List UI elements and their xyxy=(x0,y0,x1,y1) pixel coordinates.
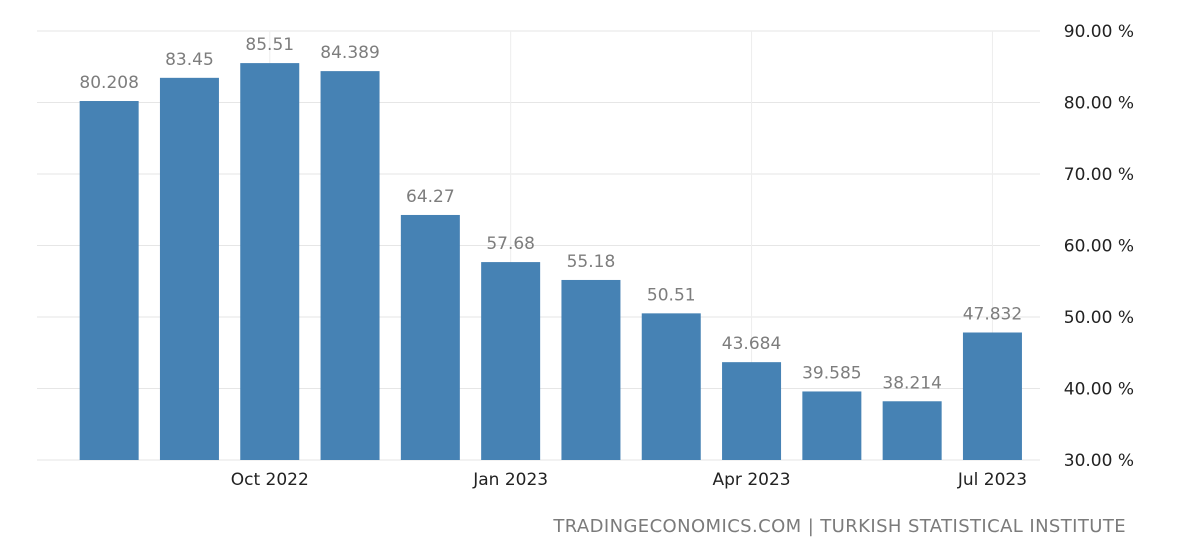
bar-oct-2022[interactable] xyxy=(240,63,300,460)
y-tick-label: 30.00 % xyxy=(1064,451,1134,471)
bar-value-label: 43.684 xyxy=(722,334,781,354)
x-tick-label: Jul 2023 xyxy=(957,470,1027,490)
bar-value-label: 85.51 xyxy=(245,35,294,55)
y-tick-label: 60.00 % xyxy=(1064,237,1134,257)
bar-value-label: 38.214 xyxy=(882,373,941,393)
bar-apr-2023[interactable] xyxy=(722,362,782,460)
bar-value-label: 64.27 xyxy=(406,187,455,207)
bar-value-label: 55.18 xyxy=(567,252,616,272)
bar-sep-2022[interactable] xyxy=(159,77,219,461)
bar-value-label: 84.389 xyxy=(320,43,379,63)
bar-value-label: 83.45 xyxy=(165,50,214,70)
bar-value-label: 47.832 xyxy=(963,305,1022,325)
x-tick-label: Apr 2023 xyxy=(713,470,791,490)
bar-value-label: 50.51 xyxy=(647,285,696,305)
y-tick-label: 90.00 % xyxy=(1064,22,1134,42)
x-tick-label: Jan 2023 xyxy=(472,470,548,490)
bar-jul-2023[interactable] xyxy=(962,332,1022,460)
source-credit: TRADINGECONOMICS.COM | TURKISH STATISTIC… xyxy=(553,516,1126,537)
x-tick-label: Oct 2022 xyxy=(231,470,309,490)
y-tick-label: 40.00 % xyxy=(1064,380,1134,400)
bar-value-label: 39.585 xyxy=(802,363,861,383)
bar-value-label: 80.208 xyxy=(79,73,138,93)
bar-value-label: 57.68 xyxy=(486,234,535,254)
bar-chart: 30.00 % 40.00 % 50.00 % 60.00 % 70.00 % 80.00… xyxy=(37,22,1134,490)
bar-jan-2023[interactable] xyxy=(481,262,541,460)
bar-jun-2023[interactable] xyxy=(882,401,942,460)
bar-may-2023[interactable] xyxy=(802,391,862,460)
bar-mar-2023[interactable] xyxy=(641,313,701,460)
bar-feb-2023[interactable] xyxy=(561,279,621,460)
y-tick-label: 70.00 % xyxy=(1064,165,1134,185)
y-tick-label: 80.00 % xyxy=(1064,94,1134,114)
bar-aug-2022[interactable] xyxy=(79,101,139,460)
bar-dec-2022[interactable] xyxy=(400,214,460,460)
y-tick-label: 50.00 % xyxy=(1064,308,1134,328)
bar-nov-2022[interactable] xyxy=(320,71,380,460)
